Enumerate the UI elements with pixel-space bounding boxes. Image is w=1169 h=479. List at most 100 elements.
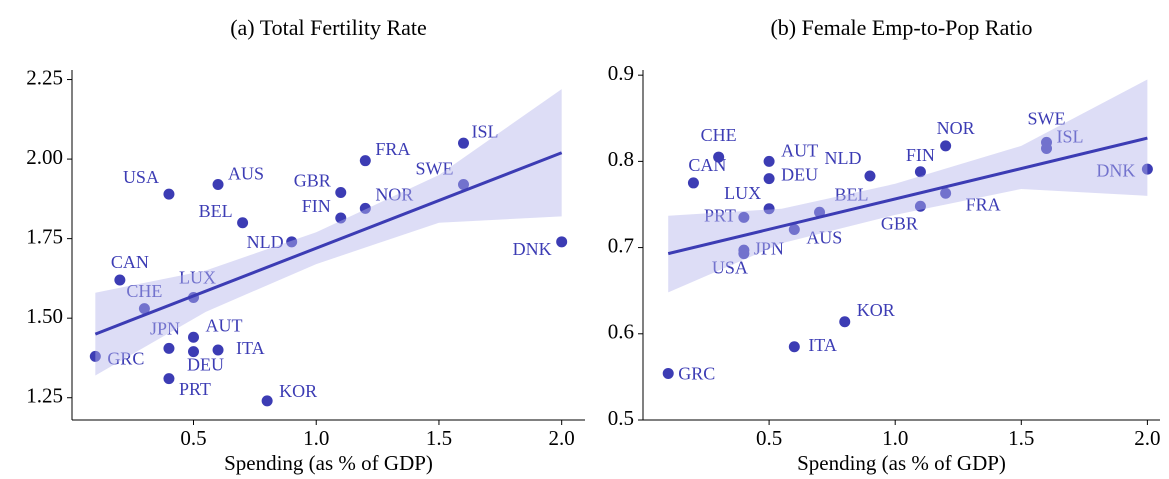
point-label: NOR	[375, 185, 413, 205]
point-label: GRC	[678, 364, 715, 384]
x-tick-label: 2.0	[549, 426, 575, 450]
point-label: JPN	[150, 319, 180, 339]
point-label: NLD	[247, 232, 284, 252]
point-label: ISL	[472, 121, 499, 141]
point-label: PRT	[179, 379, 211, 399]
x-tick-label: 0.5	[180, 426, 206, 450]
point	[114, 274, 126, 286]
point-label: NOR	[937, 118, 975, 138]
point	[763, 203, 775, 215]
point-label: AUS	[806, 228, 842, 248]
point-label: AUT	[781, 141, 818, 161]
point-label: AUT	[206, 315, 243, 335]
point	[335, 187, 347, 198]
y-tick-label: 2.25	[26, 65, 63, 89]
point	[163, 188, 175, 200]
point	[359, 155, 371, 167]
point	[138, 303, 150, 315]
point-label: SWE	[416, 159, 454, 179]
point-label: FRA	[966, 194, 1001, 214]
point	[738, 248, 750, 260]
point-label: KOR	[857, 300, 895, 320]
y-tick-label: 1.50	[26, 304, 63, 328]
point-label: GRC	[107, 348, 144, 368]
point-label: BEL	[835, 184, 869, 204]
y-tick-label: 0.9	[608, 61, 634, 85]
point-label: CAN	[111, 252, 149, 272]
point	[864, 170, 876, 182]
y-tick-label: 1.25	[26, 384, 63, 408]
point	[738, 211, 750, 223]
point	[940, 187, 952, 199]
chart-title: (b) Female Emp-to-Pop Ratio	[770, 15, 1032, 40]
point	[212, 344, 224, 356]
chart-title: (a) Total Fertility Rate	[230, 15, 427, 40]
point-label: CHE	[126, 281, 162, 301]
point	[713, 151, 725, 163]
confidence-band	[95, 89, 562, 376]
point	[763, 173, 775, 185]
x-axis-label: Spending (as % of GDP)	[224, 451, 433, 475]
point	[261, 395, 273, 407]
confidence-band	[668, 79, 1148, 293]
point	[940, 140, 952, 152]
y-tick-label: 1.75	[26, 224, 63, 248]
x-tick-label: 0.5	[756, 426, 782, 450]
point	[458, 179, 469, 191]
point-label: GBR	[881, 213, 918, 233]
x-axis-label: Spending (as % of GDP)	[797, 451, 1006, 475]
point-label: GBR	[294, 171, 331, 191]
point-label: PRT	[704, 206, 736, 226]
point	[914, 166, 926, 178]
point-label: DEU	[187, 355, 224, 375]
point-label: BEL	[199, 201, 233, 221]
point-label: JPN	[754, 238, 784, 258]
point	[163, 373, 175, 385]
point-label: CHE	[701, 125, 737, 145]
point	[212, 179, 224, 191]
fit-line	[667, 136, 1148, 256]
point	[1141, 163, 1153, 175]
x-tick-label: 1.5	[1008, 426, 1034, 450]
point	[188, 346, 199, 358]
x-tick-label: 1.5	[426, 426, 452, 450]
point	[163, 342, 175, 354]
y-tick-label: 2.00	[26, 145, 63, 169]
point	[458, 137, 469, 149]
point-label: KOR	[279, 381, 317, 401]
point-label: DNK	[513, 239, 552, 259]
fit-line	[94, 151, 563, 336]
point	[839, 316, 851, 328]
point-label: NLD	[824, 148, 861, 168]
y-tick-label: 0.6	[608, 320, 634, 344]
point-label: ITA	[808, 335, 837, 355]
point	[687, 177, 699, 189]
y-tick-label: 0.8	[608, 147, 634, 171]
y-tick-label: 0.7	[608, 233, 634, 257]
point-label: AUS	[228, 164, 264, 184]
point-label: FIN	[906, 145, 935, 165]
point-label: USA	[123, 167, 159, 187]
point-label: USA	[712, 258, 748, 278]
point	[1041, 142, 1053, 154]
point	[237, 217, 249, 229]
point	[359, 202, 371, 214]
point-label: LUX	[179, 268, 216, 288]
point-label: ISL	[1057, 127, 1084, 147]
point	[914, 200, 926, 212]
point-label: FRA	[375, 139, 410, 159]
point	[89, 350, 101, 362]
point-label: ITA	[236, 338, 265, 358]
point	[335, 212, 347, 224]
y-tick-label: 0.5	[608, 406, 634, 430]
x-tick-label: 1.0	[882, 426, 908, 450]
point-label: DNK	[1096, 160, 1135, 180]
point	[788, 223, 800, 235]
point	[286, 236, 298, 248]
point	[662, 367, 674, 379]
point-label: CAN	[688, 155, 726, 175]
point	[788, 341, 800, 353]
x-tick-label: 1.0	[303, 426, 329, 450]
point-label: LUX	[724, 183, 761, 203]
